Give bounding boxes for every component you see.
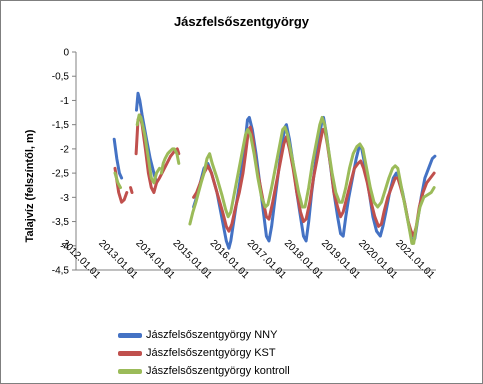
y-tick-label: 0: [63, 48, 69, 59]
y-tick-label: -1,5: [52, 120, 70, 131]
legend-item: Jászfelsőszentgyörgy kontroll: [118, 362, 290, 380]
y-tick-label: -4,5: [52, 266, 70, 277]
legend-label: Jászfelsőszentgyörgy kontroll: [146, 365, 290, 377]
legend: Jászfelsőszentgyörgy NNY Jászfelsőszentg…: [118, 326, 290, 380]
y-tick-label: -3: [60, 193, 69, 204]
legend-item: Jászfelsőszentgyörgy KST: [118, 344, 290, 362]
y-tick-label: -4: [60, 241, 69, 252]
legend-swatch: [118, 368, 142, 374]
series-line: [159, 147, 181, 175]
y-tick-label: -3,5: [52, 217, 70, 228]
y-tick-label: -2: [60, 144, 69, 155]
y-tick-label: -0,5: [52, 72, 70, 83]
series-line: [192, 125, 436, 238]
x-tick-label: 2017.01.01: [245, 238, 288, 281]
legend-item: Jászfelsőszentgyörgy NNY: [118, 326, 290, 344]
series-line: [135, 113, 161, 185]
x-tick-label: 2013.01.01: [96, 238, 139, 281]
series-line: [113, 171, 122, 190]
chart-title: Jászfelsőszentgyörgy: [173, 14, 310, 29]
series-line: [129, 186, 134, 194]
x-tick-label: 2019.01.01: [319, 238, 362, 281]
x-tick-label: 2015.01.01: [171, 238, 214, 281]
y-tick-label: -2,5: [52, 169, 70, 180]
legend-label: Jászfelsőszentgyörgy NNY: [146, 329, 278, 341]
x-tick-label: 2014.01.01: [133, 238, 176, 281]
y-tick-label: -1: [60, 96, 69, 107]
x-tick-label: 2020.01.01: [356, 238, 399, 281]
series-line: [112, 137, 124, 180]
legend-label: Jászfelsőszentgyörgy KST: [146, 347, 276, 359]
x-tick-label: 2018.01.01: [282, 238, 325, 281]
legend-swatch: [118, 332, 142, 338]
x-tick-label: 2021.01.01: [393, 238, 436, 281]
legend-swatch: [118, 350, 142, 356]
series-line: [188, 115, 436, 245]
